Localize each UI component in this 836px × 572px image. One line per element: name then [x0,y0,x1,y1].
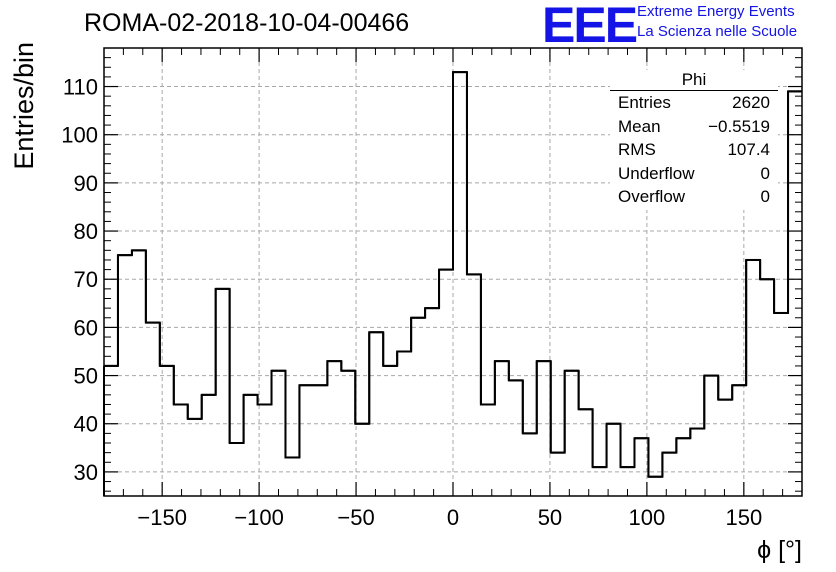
stats-label: Underflow [618,164,695,183]
stats-value: 0 [760,187,770,206]
y-tick-label: 50 [74,364,98,389]
stats-value: 107.4 [727,140,770,159]
x-tick-label: −50 [337,505,374,530]
eee-logo: EEE [542,0,638,53]
x-tick-label: −100 [234,505,284,530]
y-tick-label: 80 [74,219,98,244]
axis-ticks [103,47,803,496]
y-tick-label: 70 [74,267,98,292]
x-tick-label: 50 [538,505,562,530]
y-tick-label: 60 [74,315,98,340]
stats-label: Overflow [618,187,686,206]
y-axis-label: Entries/bin [9,42,39,170]
x-axis-label: ϕ [°] [757,536,802,564]
logo-caption-line2: La Scienza nelle Scuole [637,23,798,40]
stats-divider [610,90,778,91]
stats-value: −0.5519 [708,117,770,136]
stats-label: Entries [618,93,671,112]
x-tick-label: 100 [629,505,666,530]
y-tick-label: 40 [74,412,98,437]
histogram-bins [103,71,802,496]
stats-value: 2620 [732,93,770,112]
x-tick-label: 0 [447,505,459,530]
y-tick-label: 100 [61,123,98,148]
stats-title: Phi [681,70,707,89]
y-tick-label: 30 [74,460,98,485]
y-tick-label: 90 [74,171,98,196]
logo-caption-line1: Extreme Energy Events [637,3,795,20]
chart-title: ROMA-02-2018-10-04-00466 [84,9,410,37]
stats-label: Mean [618,117,661,136]
x-tick-label: 150 [725,505,762,530]
x-tick-label: −150 [137,505,187,530]
stats-label: RMS [618,140,656,159]
tick-labels: −150 −100 −50 0 50 100 150 30 40 50 60 70 80 90 100 110 [61,75,762,530]
stats-value: 0 [760,164,770,183]
stats-box: Phi Entries 2620 Mean −0.5519 RMS 107.4 … [610,70,778,210]
y-tick-label: 110 [63,75,98,100]
